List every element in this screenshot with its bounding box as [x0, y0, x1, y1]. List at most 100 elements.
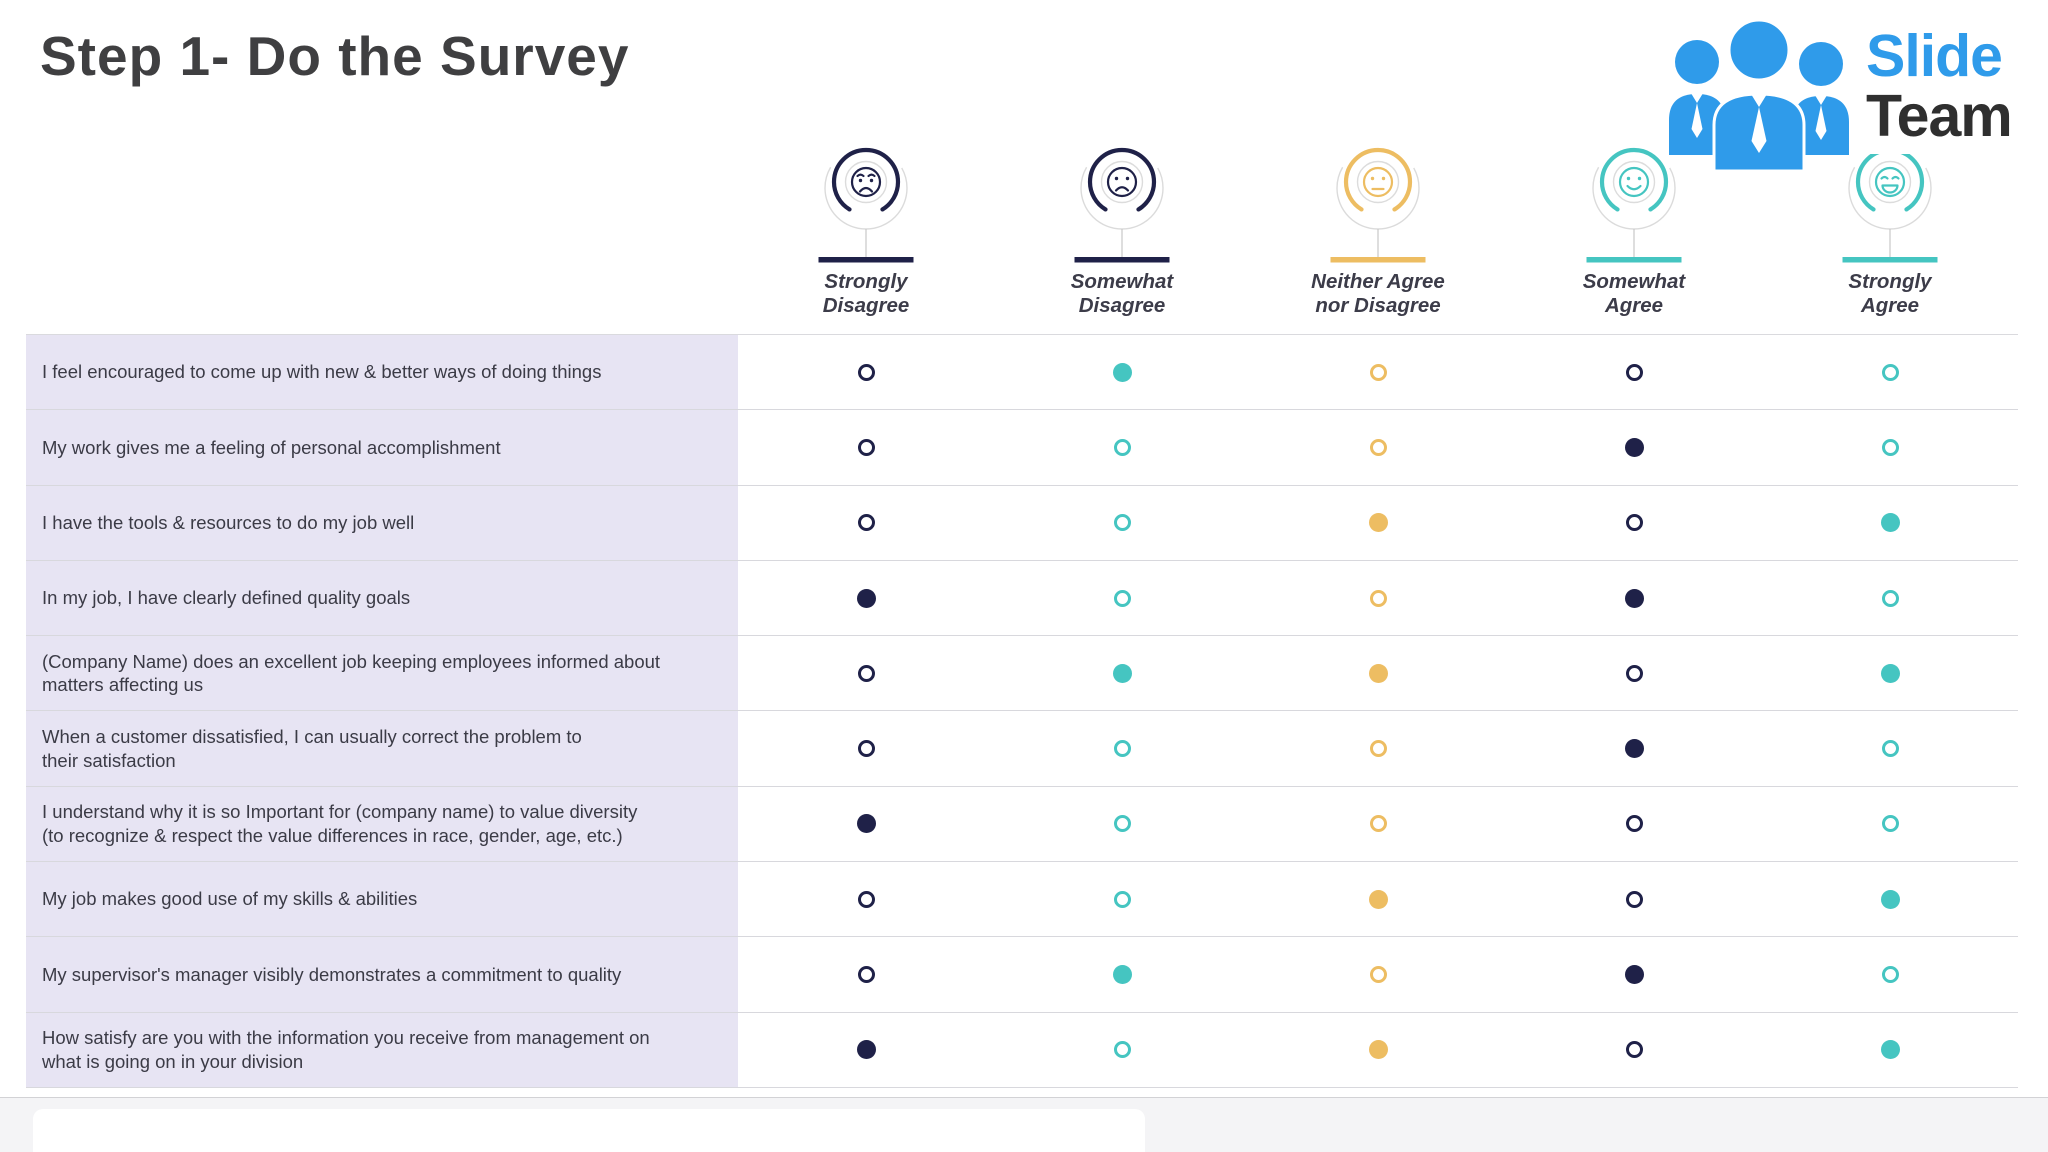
- table-row: (Company Name) does an excellent job kee…: [26, 636, 2018, 712]
- radio-strongly-agree[interactable]: [1881, 815, 1899, 833]
- radio-neither-agree-nor-disagree[interactable]: [1368, 889, 1388, 909]
- radio-somewhat-agree[interactable]: [1625, 363, 1643, 381]
- rating-label: Strongly Agree: [1848, 270, 1932, 318]
- radio-strongly-agree[interactable]: [1880, 663, 1900, 683]
- answer-cell-strongly-agree: [1762, 335, 2018, 409]
- radio-neither-agree-nor-disagree[interactable]: [1369, 438, 1387, 456]
- rating-header-strongly-disagree: Strongly Disagree: [746, 136, 986, 318]
- question-text: I feel encouraged to come up with new & …: [42, 361, 602, 383]
- radio-somewhat-agree[interactable]: [1624, 739, 1644, 759]
- radio-somewhat-agree[interactable]: [1624, 965, 1644, 985]
- radio-strongly-disagree[interactable]: [857, 890, 875, 908]
- radio-neither-agree-nor-disagree[interactable]: [1368, 513, 1388, 533]
- answer-cell-strongly-disagree: [738, 711, 994, 785]
- answer-cell-somewhat-disagree: [994, 787, 1250, 861]
- radio-somewhat-disagree[interactable]: [1113, 740, 1131, 758]
- radio-somewhat-agree[interactable]: [1625, 890, 1643, 908]
- logo-wordmark: Slide Team: [1856, 4, 2026, 154]
- radio-neither-agree-nor-disagree[interactable]: [1369, 740, 1387, 758]
- answer-cell-strongly-disagree: [738, 335, 994, 409]
- radio-somewhat-disagree[interactable]: [1112, 663, 1132, 683]
- answer-cell-neither-agree-nor-disagree: [1250, 862, 1506, 936]
- radio-somewhat-disagree[interactable]: [1112, 362, 1132, 382]
- answer-cell-neither-agree-nor-disagree: [1250, 1013, 1506, 1087]
- radio-strongly-disagree[interactable]: [857, 438, 875, 456]
- question-cell: I understand why it is so Important for …: [26, 786, 738, 862]
- radio-strongly-disagree[interactable]: [857, 740, 875, 758]
- question-cell: In my job, I have clearly defined qualit…: [26, 560, 738, 636]
- table-row: When a customer dissatisfied, I can usua…: [26, 711, 2018, 787]
- table-row: My work gives me a feeling of personal a…: [26, 410, 2018, 486]
- radio-somewhat-disagree[interactable]: [1113, 514, 1131, 532]
- radio-strongly-disagree[interactable]: [856, 814, 876, 834]
- radio-somewhat-disagree[interactable]: [1113, 890, 1131, 908]
- radio-strongly-disagree[interactable]: [857, 514, 875, 532]
- answer-cell-somewhat-agree: [1506, 486, 1762, 560]
- answer-cell-somewhat-disagree: [994, 862, 1250, 936]
- team-people-icon: [1669, 18, 1849, 172]
- radio-strongly-disagree[interactable]: [857, 664, 875, 682]
- radio-neither-agree-nor-disagree[interactable]: [1369, 815, 1387, 833]
- question-text: In my job, I have clearly defined qualit…: [42, 587, 411, 609]
- question-text: I understand why it is so Important for …: [42, 801, 638, 846]
- answer-cell-strongly-disagree: [738, 862, 994, 936]
- radio-strongly-agree[interactable]: [1880, 889, 1900, 909]
- question-cell: I feel encouraged to come up with new & …: [26, 335, 738, 410]
- radio-neither-agree-nor-disagree[interactable]: [1369, 589, 1387, 607]
- radio-neither-agree-nor-disagree[interactable]: [1368, 663, 1388, 683]
- radio-strongly-agree[interactable]: [1880, 1040, 1900, 1060]
- radio-strongly-agree[interactable]: [1881, 966, 1899, 984]
- radio-strongly-disagree[interactable]: [857, 966, 875, 984]
- answer-cell-strongly-agree: [1762, 787, 2018, 861]
- radio-neither-agree-nor-disagree[interactable]: [1369, 363, 1387, 381]
- radio-strongly-agree[interactable]: [1881, 740, 1899, 758]
- answer-cell-somewhat-agree: [1506, 636, 1762, 710]
- radio-strongly-disagree[interactable]: [856, 1040, 876, 1060]
- question-cell: My supervisor's manager visibly demonstr…: [26, 937, 738, 1012]
- radio-strongly-agree[interactable]: [1881, 363, 1899, 381]
- radio-somewhat-agree[interactable]: [1624, 437, 1644, 457]
- answer-cell-neither-agree-nor-disagree: [1250, 561, 1506, 635]
- radio-strongly-agree[interactable]: [1880, 513, 1900, 533]
- radio-strongly-agree[interactable]: [1881, 438, 1899, 456]
- radio-somewhat-agree[interactable]: [1625, 1041, 1643, 1059]
- rating-label: Strongly Disagree: [822, 270, 910, 318]
- radio-strongly-disagree[interactable]: [857, 363, 875, 381]
- radio-somewhat-disagree[interactable]: [1113, 1041, 1131, 1059]
- answer-cell-somewhat-agree: [1506, 1013, 1762, 1087]
- answer-cell-somewhat-disagree: [994, 711, 1250, 785]
- radio-somewhat-agree[interactable]: [1625, 514, 1643, 532]
- radio-somewhat-disagree[interactable]: [1112, 965, 1132, 985]
- answer-cell-neither-agree-nor-disagree: [1250, 787, 1506, 861]
- answer-cell-somewhat-agree: [1506, 561, 1762, 635]
- answer-cell-somewhat-disagree: [994, 1013, 1250, 1087]
- answer-cell-strongly-disagree: [738, 486, 994, 560]
- answer-cell-strongly-disagree: [738, 937, 994, 1011]
- radio-somewhat-agree[interactable]: [1624, 588, 1644, 608]
- question-cell: How satisfy are you with the information…: [26, 1012, 738, 1087]
- radio-neither-agree-nor-disagree[interactable]: [1368, 1040, 1388, 1060]
- rating-header-neither-agree-nor-disagree: Neither Agree nor Disagree: [1258, 136, 1498, 318]
- table-row: How satisfy are you with the information…: [26, 1012, 2018, 1088]
- answer-cell-somewhat-disagree: [994, 410, 1250, 484]
- radio-somewhat-disagree[interactable]: [1113, 815, 1131, 833]
- radio-somewhat-agree[interactable]: [1625, 664, 1643, 682]
- question-text: When a customer dissatisfied, I can usua…: [42, 725, 582, 771]
- radio-somewhat-disagree[interactable]: [1113, 589, 1131, 607]
- radio-somewhat-disagree[interactable]: [1113, 438, 1131, 456]
- bottom-card: [33, 1109, 1145, 1152]
- question-cell: I have the tools & resources to do my jo…: [26, 485, 738, 560]
- radio-somewhat-agree[interactable]: [1625, 815, 1643, 833]
- question-text: How satisfy are you with the information…: [42, 1027, 650, 1072]
- survey-table: I feel encouraged to come up with new & …: [26, 334, 2018, 1088]
- answer-cell-somewhat-agree: [1506, 787, 1762, 861]
- table-row: My job makes good use of my skills & abi…: [26, 862, 2018, 938]
- answer-cell-strongly-agree: [1762, 410, 2018, 484]
- answer-cell-strongly-disagree: [738, 561, 994, 635]
- table-row: My supervisor's manager visibly demonstr…: [26, 937, 2018, 1013]
- radio-neither-agree-nor-disagree[interactable]: [1369, 966, 1387, 984]
- question-cell: (Company Name) does an excellent job kee…: [26, 636, 738, 711]
- radio-strongly-agree[interactable]: [1881, 589, 1899, 607]
- radio-strongly-disagree[interactable]: [856, 588, 876, 608]
